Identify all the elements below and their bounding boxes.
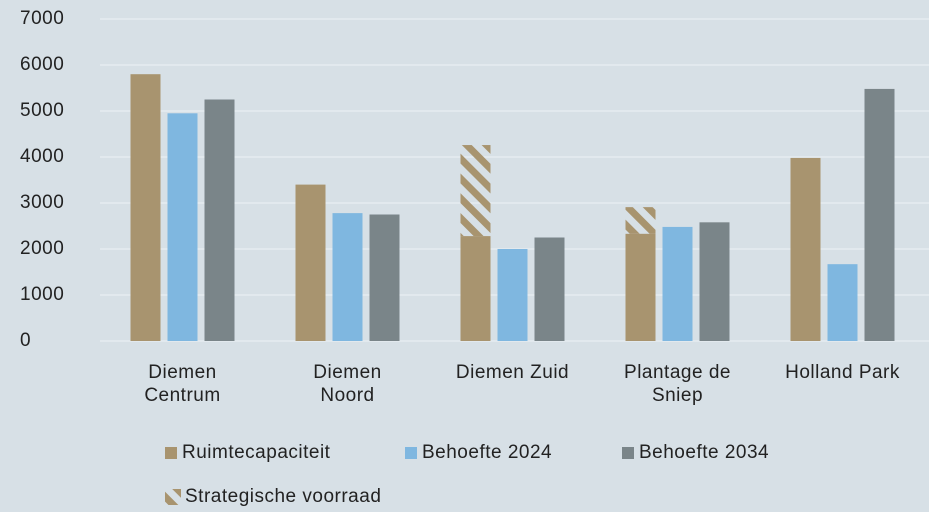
y-tick-label: 6000: [20, 54, 64, 75]
bar: [864, 88, 895, 341]
y-tick-label: 4000: [20, 146, 64, 167]
x-tick-label: Diemen Zuid: [455, 362, 570, 383]
bar: [699, 222, 730, 341]
bar-segment: [460, 145, 491, 237]
legend-label: Strategische voorraad: [185, 486, 381, 507]
bar: [662, 226, 693, 341]
legend-label: Ruimtecapaciteit: [182, 442, 331, 463]
legend-swatch: [405, 447, 417, 459]
bar: [497, 249, 528, 341]
legend-label: Behoefte 2024: [422, 442, 552, 463]
x-tick-label: Plantage de Sniep: [624, 362, 731, 406]
bar: [130, 74, 161, 341]
bar: [332, 213, 363, 341]
y-tick-label: 2000: [20, 238, 64, 259]
bar: [827, 264, 858, 341]
bar: [625, 233, 656, 341]
bar-segment: [625, 207, 656, 234]
x-tick-label: Holland Park: [785, 362, 900, 383]
x-tick-label: Diemen Centrum: [144, 362, 221, 406]
legend-swatch: [165, 447, 177, 459]
legend-swatch: [622, 447, 634, 459]
y-tick-label: 0: [20, 330, 31, 351]
bar: [369, 214, 400, 341]
y-tick-label: 5000: [20, 100, 64, 121]
bar: [204, 99, 235, 341]
bar: [295, 184, 326, 341]
bar: [790, 157, 821, 341]
legend-label: Behoefte 2034: [639, 442, 769, 463]
x-tick-label: Diemen Noord: [313, 362, 382, 406]
bar: [460, 236, 491, 341]
y-tick-label: 1000: [20, 284, 64, 305]
y-tick-label: 3000: [20, 192, 64, 213]
bar: [167, 113, 198, 341]
bar: [534, 237, 565, 341]
legend-swatch: [165, 489, 181, 505]
y-tick-label: 7000: [20, 8, 64, 29]
